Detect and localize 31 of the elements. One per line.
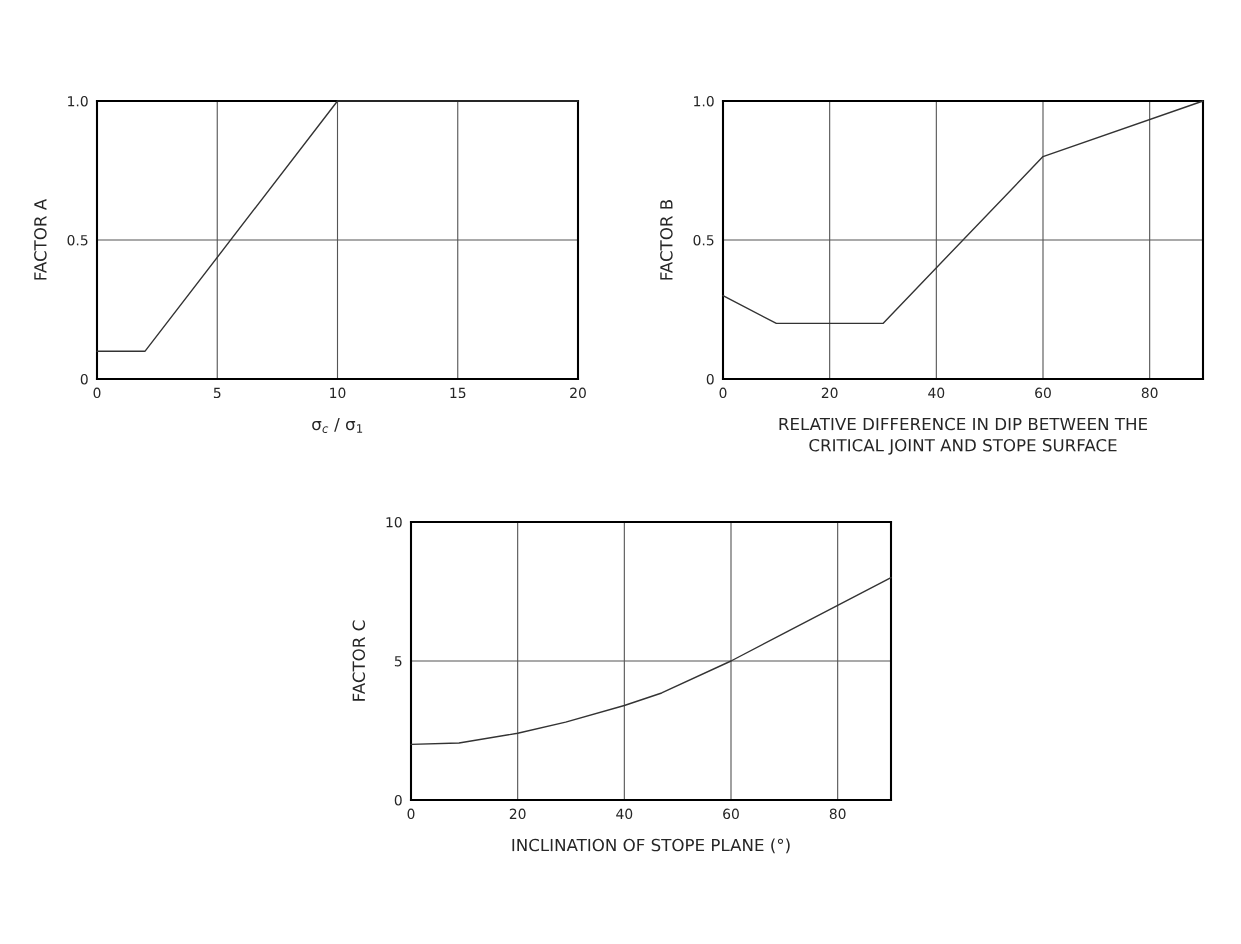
x-tick-label: 20 (509, 808, 526, 820)
y-tick-label: 0 (394, 794, 402, 806)
y-tick-label: 0.5 (693, 234, 714, 246)
x-tick-label: 40 (616, 808, 633, 820)
x-tick-label: 80 (829, 808, 846, 820)
x-tick-label: 20 (821, 387, 838, 399)
x-tick-label: 60 (723, 808, 739, 820)
x-tick-label: 5 (213, 387, 221, 399)
line-series (410, 576, 892, 746)
x-tick-label: 15 (450, 387, 466, 399)
y-axis-title: FACTOR B (660, 199, 673, 280)
x-axis-title: RELATIVE DIFFERENCE IN DIP BETWEEN THE CRITICAL JOINT AND STOPE SURFACE (779, 417, 1148, 455)
x-tick-label: 80 (1141, 387, 1158, 399)
x-tick-label: 0 (93, 387, 101, 399)
y-tick-label: 0 (80, 373, 88, 385)
y-axis-title: FACTOR A (34, 198, 47, 280)
y-tick-label: 10 (386, 516, 402, 528)
x-axis-title: INCLINATION OF STOPE PLANE (°) (512, 838, 790, 854)
y-tick-label: 0 (706, 373, 714, 385)
x-axis-title: σ$_{c}$ / σ$_{1}$ (312, 417, 363, 433)
y-tick-label: 5 (394, 656, 402, 667)
x-tick-label: 20 (570, 387, 586, 399)
y-tick-label: 1.0 (694, 95, 714, 107)
x-tick-label: 60 (1035, 387, 1051, 399)
x-tick-label: 0 (719, 387, 727, 399)
y-tick-label: 1.0 (68, 95, 88, 107)
x-tick-label: 40 (928, 387, 945, 399)
x-tick-label: 10 (330, 387, 346, 399)
y-axis-title: FACTOR C (352, 620, 366, 701)
y-tick-label: 0.5 (67, 234, 88, 246)
x-tick-label: 0 (407, 808, 415, 820)
